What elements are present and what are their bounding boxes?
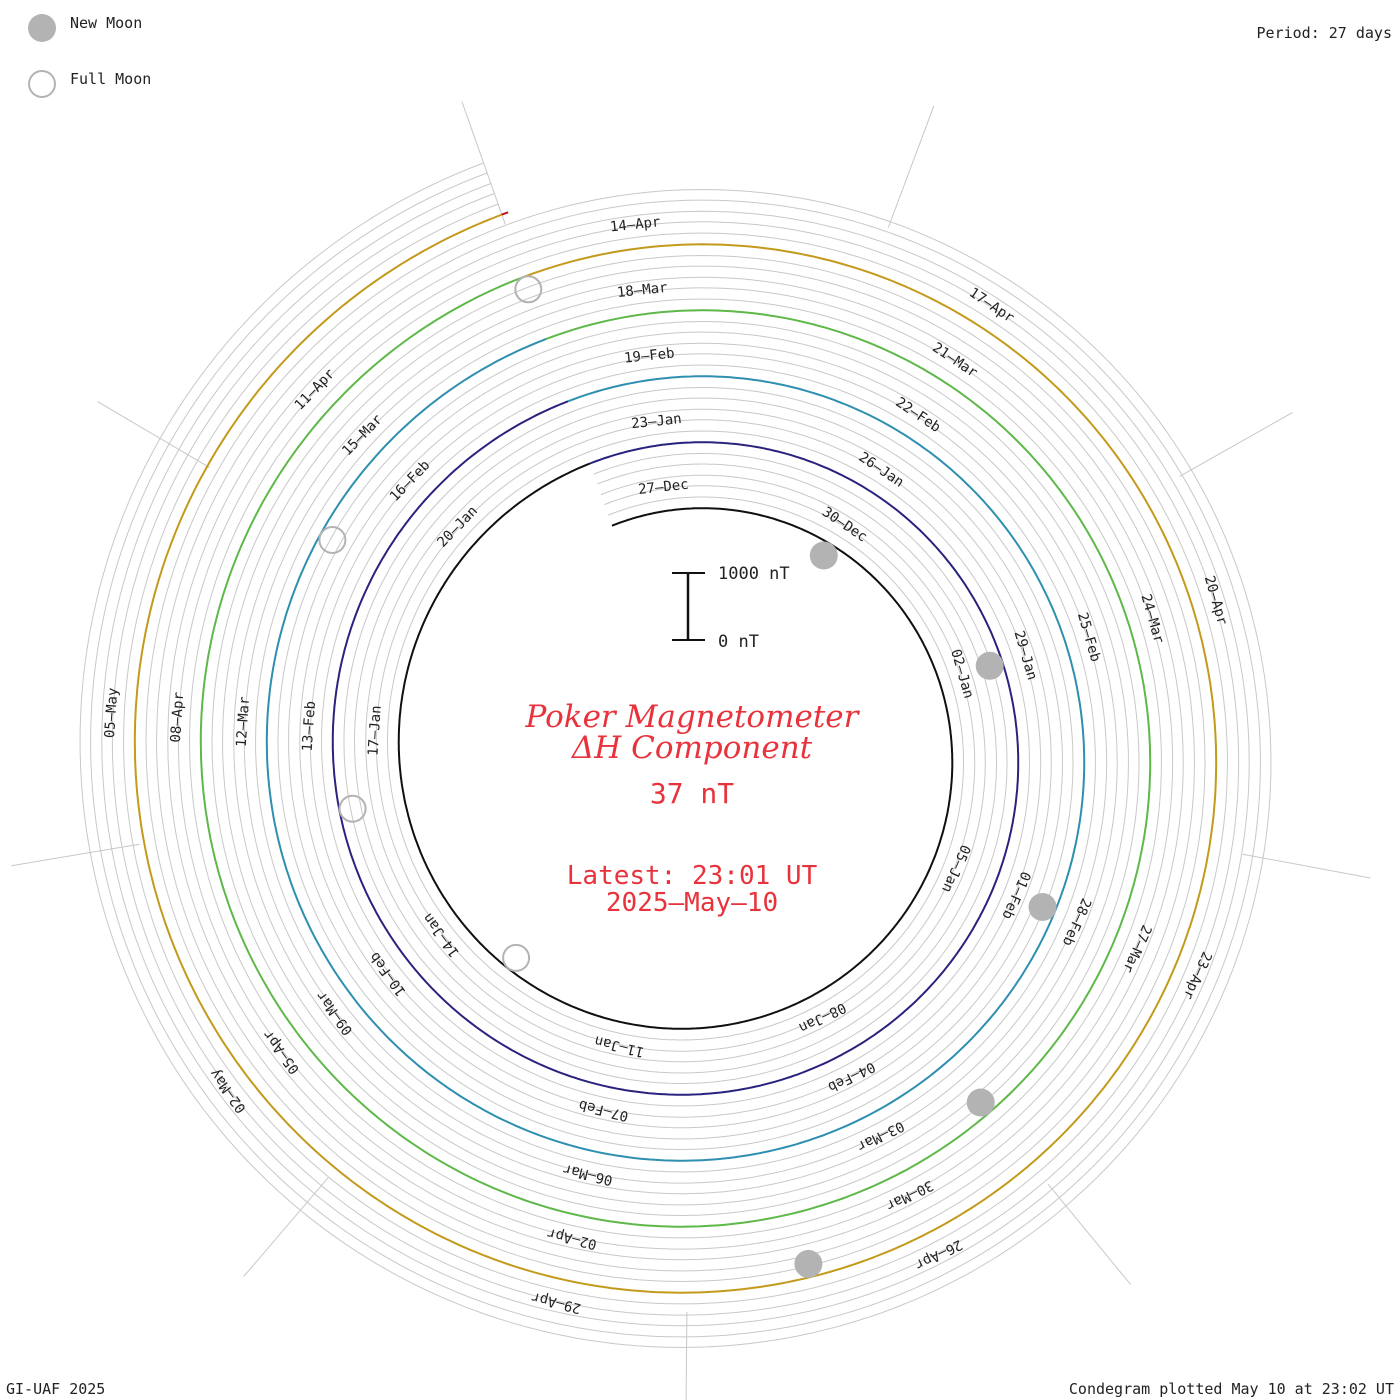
radial-spoke xyxy=(243,1177,329,1277)
date-label: 23–Apr xyxy=(1179,949,1214,1002)
period-label: Period: 27 days xyxy=(1257,24,1392,42)
legend: New Moon Full Moon xyxy=(28,14,151,98)
spiral-grid-line xyxy=(90,172,1261,1338)
date-label: 17–Jan xyxy=(365,705,384,757)
date-label: 18–Mar xyxy=(616,280,668,301)
date-label: 10–Feb xyxy=(367,949,410,999)
spiral-grid-line xyxy=(101,183,1250,1327)
spiral-grid-line xyxy=(123,203,1228,1305)
date-label: 09–Mar xyxy=(314,988,357,1038)
radial-spoke xyxy=(1179,411,1293,477)
full-moon-legend-label: Full Moon xyxy=(70,70,151,88)
date-label: 08–Apr xyxy=(168,692,187,744)
date-label: 01–Feb xyxy=(998,869,1033,922)
date-label: 19–Feb xyxy=(623,345,675,366)
full-moon-marker xyxy=(318,526,347,554)
spiral-grid-line xyxy=(79,162,1272,1348)
new-moon-marker xyxy=(966,1088,995,1117)
radial-spoke xyxy=(887,105,935,228)
radial-spoke xyxy=(97,401,210,469)
date-label: 27–Mar xyxy=(1119,922,1154,975)
date-label: 20–Apr xyxy=(1201,574,1230,627)
date-label: 24–Mar xyxy=(1137,592,1166,645)
latest-date: 2025–May–10 xyxy=(606,888,778,918)
chart-title-line1: Poker Magnetometer xyxy=(525,699,861,735)
date-label: 25–Feb xyxy=(1074,611,1103,664)
radial-spoke xyxy=(685,1311,688,1400)
latest-time: Latest: 23:01 UT xyxy=(567,861,818,891)
date-label: 26–Apr xyxy=(912,1236,964,1273)
scale-bar-bottom-label: 0 nT xyxy=(718,632,759,652)
footer-credit: GI-UAF 2025 xyxy=(6,1380,105,1398)
date-label: 05–Apr xyxy=(260,1027,303,1077)
series-trace xyxy=(265,338,1086,1162)
footer-plot-time: Condegram plotted May 10 at 23:02 UT xyxy=(1069,1380,1394,1398)
series-trace xyxy=(501,211,509,216)
series-trace xyxy=(199,275,1152,1228)
date-label: 28–Feb xyxy=(1059,896,1094,949)
new-moon-marker xyxy=(809,541,838,570)
date-label: 12–Mar xyxy=(234,696,253,748)
full-moon-marker xyxy=(514,275,543,304)
current-value: 37 nT xyxy=(650,777,734,810)
date-label: 23–Jan xyxy=(630,411,682,432)
grid-layer xyxy=(11,101,1371,1400)
series-trace xyxy=(331,400,1020,1096)
chart-title-line2: ΔH Component xyxy=(571,730,813,766)
moon-layer xyxy=(318,275,1057,1278)
new-moon-marker xyxy=(1028,893,1057,921)
full-moon-marker xyxy=(502,943,531,972)
radial-spoke xyxy=(461,101,506,225)
date-label: 02–Jan xyxy=(947,647,976,700)
new-moon-marker xyxy=(975,651,1004,680)
series-layer xyxy=(133,211,1218,1294)
scale-bar: 1000 nT 0 nT xyxy=(672,564,790,652)
spiral-grid-line xyxy=(111,193,1240,1316)
full-moon-marker xyxy=(338,794,367,823)
radial-spoke xyxy=(11,843,140,867)
series-trace xyxy=(133,213,1218,1294)
date-label: 05–May xyxy=(102,687,121,739)
date-label: 30–Mar xyxy=(883,1177,935,1214)
new-moon-legend-icon xyxy=(28,14,56,42)
date-label: 02–May xyxy=(207,1066,250,1116)
date-label: 27–Dec xyxy=(637,477,689,498)
date-label: 14–Jan xyxy=(420,910,463,960)
radial-spoke xyxy=(1047,1183,1132,1285)
date-label: 05–Jan xyxy=(938,842,973,895)
full-moon-legend-icon xyxy=(28,70,56,98)
date-label: 13–Feb xyxy=(300,700,319,752)
radial-spoke xyxy=(1242,853,1371,879)
new-moon-legend-label: New Moon xyxy=(70,14,142,32)
date-label: 29–Jan xyxy=(1011,629,1040,682)
scale-bar-top-label: 1000 nT xyxy=(718,564,790,584)
series-trace xyxy=(397,462,954,1030)
date-label: 14–Apr xyxy=(609,214,661,235)
new-moon-marker xyxy=(794,1249,823,1278)
